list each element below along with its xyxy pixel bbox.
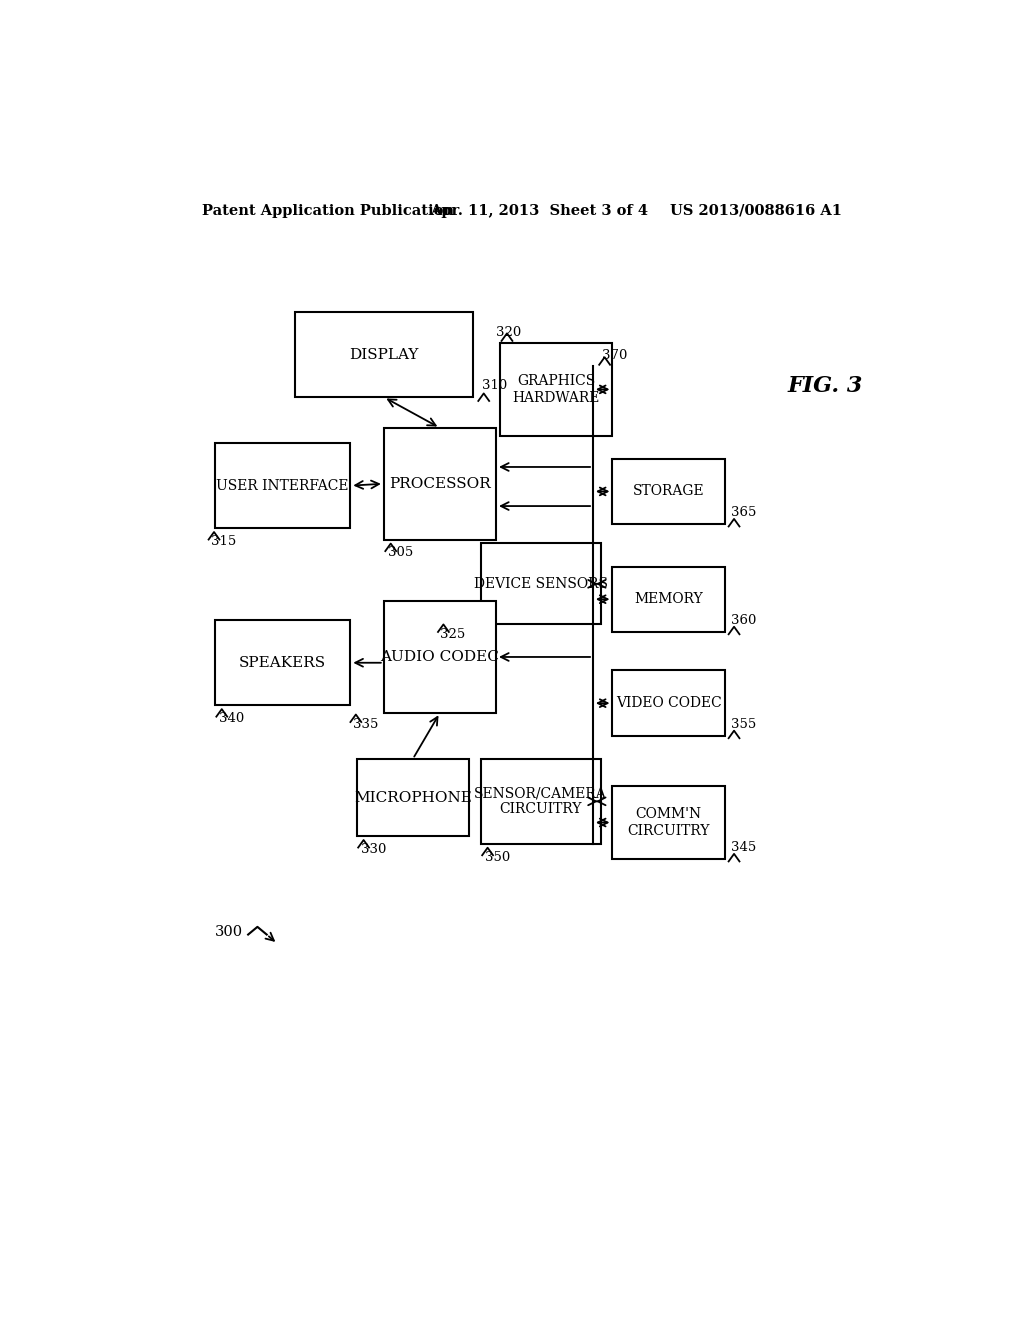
Text: 305: 305 xyxy=(388,546,413,560)
Text: 340: 340 xyxy=(219,711,244,725)
Text: 360: 360 xyxy=(731,614,757,627)
Bar xyxy=(356,759,469,836)
Bar xyxy=(612,785,725,859)
Text: 300: 300 xyxy=(215,925,243,939)
Text: USER INTERFACE: USER INTERFACE xyxy=(216,479,349,492)
Bar xyxy=(384,428,496,540)
Text: Apr. 11, 2013  Sheet 3 of 4: Apr. 11, 2013 Sheet 3 of 4 xyxy=(430,203,648,218)
Text: COMM'N
CIRCUITRY: COMM'N CIRCUITRY xyxy=(628,808,710,838)
Text: 355: 355 xyxy=(731,718,756,731)
Text: STORAGE: STORAGE xyxy=(633,484,705,499)
Text: MICROPHONE: MICROPHONE xyxy=(354,791,472,804)
Bar xyxy=(612,459,725,524)
Text: SPEAKERS: SPEAKERS xyxy=(239,656,327,669)
Text: DISPLAY: DISPLAY xyxy=(349,347,419,362)
Text: 350: 350 xyxy=(484,850,510,863)
Bar xyxy=(215,444,350,528)
Text: 330: 330 xyxy=(360,843,386,855)
Text: AUDIO CODEC: AUDIO CODEC xyxy=(381,649,500,664)
Text: 345: 345 xyxy=(731,841,756,854)
Text: PROCESSOR: PROCESSOR xyxy=(389,477,490,491)
Bar xyxy=(295,313,473,397)
Text: 310: 310 xyxy=(482,379,508,392)
Text: SENSOR/CAMERA
CIRCUITRY: SENSOR/CAMERA CIRCUITRY xyxy=(474,787,607,817)
Text: GRAPHICS
HARDWARE: GRAPHICS HARDWARE xyxy=(512,375,600,404)
Text: US 2013/0088616 A1: US 2013/0088616 A1 xyxy=(671,203,843,218)
Text: DEVICE SENSORS: DEVICE SENSORS xyxy=(474,577,607,591)
Bar xyxy=(480,759,601,843)
Text: 335: 335 xyxy=(352,718,378,731)
Text: 365: 365 xyxy=(731,507,757,520)
Text: MEMORY: MEMORY xyxy=(634,593,702,606)
Text: Patent Application Publication: Patent Application Publication xyxy=(202,203,454,218)
Text: VIDEO CODEC: VIDEO CODEC xyxy=(615,696,722,710)
Bar xyxy=(612,671,725,737)
Text: 370: 370 xyxy=(602,348,628,362)
Bar xyxy=(612,566,725,632)
Text: 320: 320 xyxy=(496,326,521,338)
Bar xyxy=(500,343,612,436)
Bar xyxy=(384,601,496,713)
Text: 325: 325 xyxy=(440,628,466,642)
Text: 315: 315 xyxy=(211,535,237,548)
Text: FIG. 3: FIG. 3 xyxy=(787,375,863,396)
Bar xyxy=(480,544,601,624)
Bar xyxy=(215,620,350,705)
